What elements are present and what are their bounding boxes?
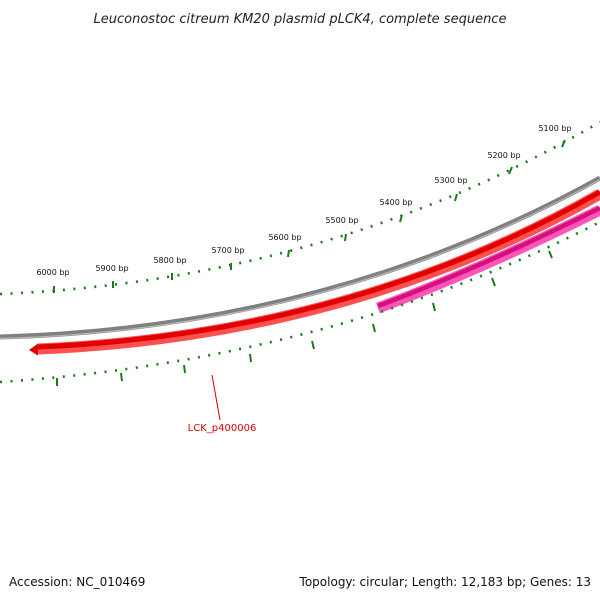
topology-text: Topology: circular; Length: 12,183 bp; G… (299, 575, 591, 589)
gene-label-leader (211, 374, 221, 421)
tick-label-5900: 5900 bp (95, 264, 128, 273)
tick-label-5400: 5400 bp (379, 198, 412, 207)
major-tick-5200 (508, 166, 513, 175)
inner-major-ticks (56, 250, 553, 386)
major-tick-5300 (454, 193, 458, 202)
tick-label-5800: 5800 bp (153, 256, 186, 265)
gene-lck-p400006[interactable] (29, 189, 600, 356)
scale-tick-labels: 5100 bp 5200 bp 5300 bp 5400 bp 5500 bp … (36, 124, 571, 277)
major-tick-5400 (399, 214, 403, 223)
major-tick-5500 (344, 233, 347, 242)
scale-major-ticks (53, 139, 566, 293)
map-title: Leuconostoc citreum KM20 plasmid pLCK4, … (94, 12, 507, 27)
tick-label-6000: 6000 bp (36, 268, 69, 277)
gene-arrow-head (29, 343, 38, 356)
tick-label-5600: 5600 bp (268, 233, 301, 242)
major-tick-5600 (287, 249, 290, 258)
accession-text: Accession: NC_010469 (9, 575, 146, 589)
tick-label-5700: 5700 bp (211, 246, 244, 255)
tick-label-5300: 5300 bp (434, 176, 467, 185)
major-tick-5100 (561, 139, 566, 148)
outer-scale-ring (0, 120, 600, 296)
tick-label-5200: 5200 bp (487, 151, 520, 160)
gene-label-lck-p400006: LCK_p400006 (188, 423, 257, 434)
tick-label-5500: 5500 bp (325, 216, 358, 225)
tick-label-5100: 5100 bp (538, 124, 571, 133)
plasmid-backbone (0, 175, 600, 340)
gene-pink-feature[interactable] (376, 205, 600, 314)
